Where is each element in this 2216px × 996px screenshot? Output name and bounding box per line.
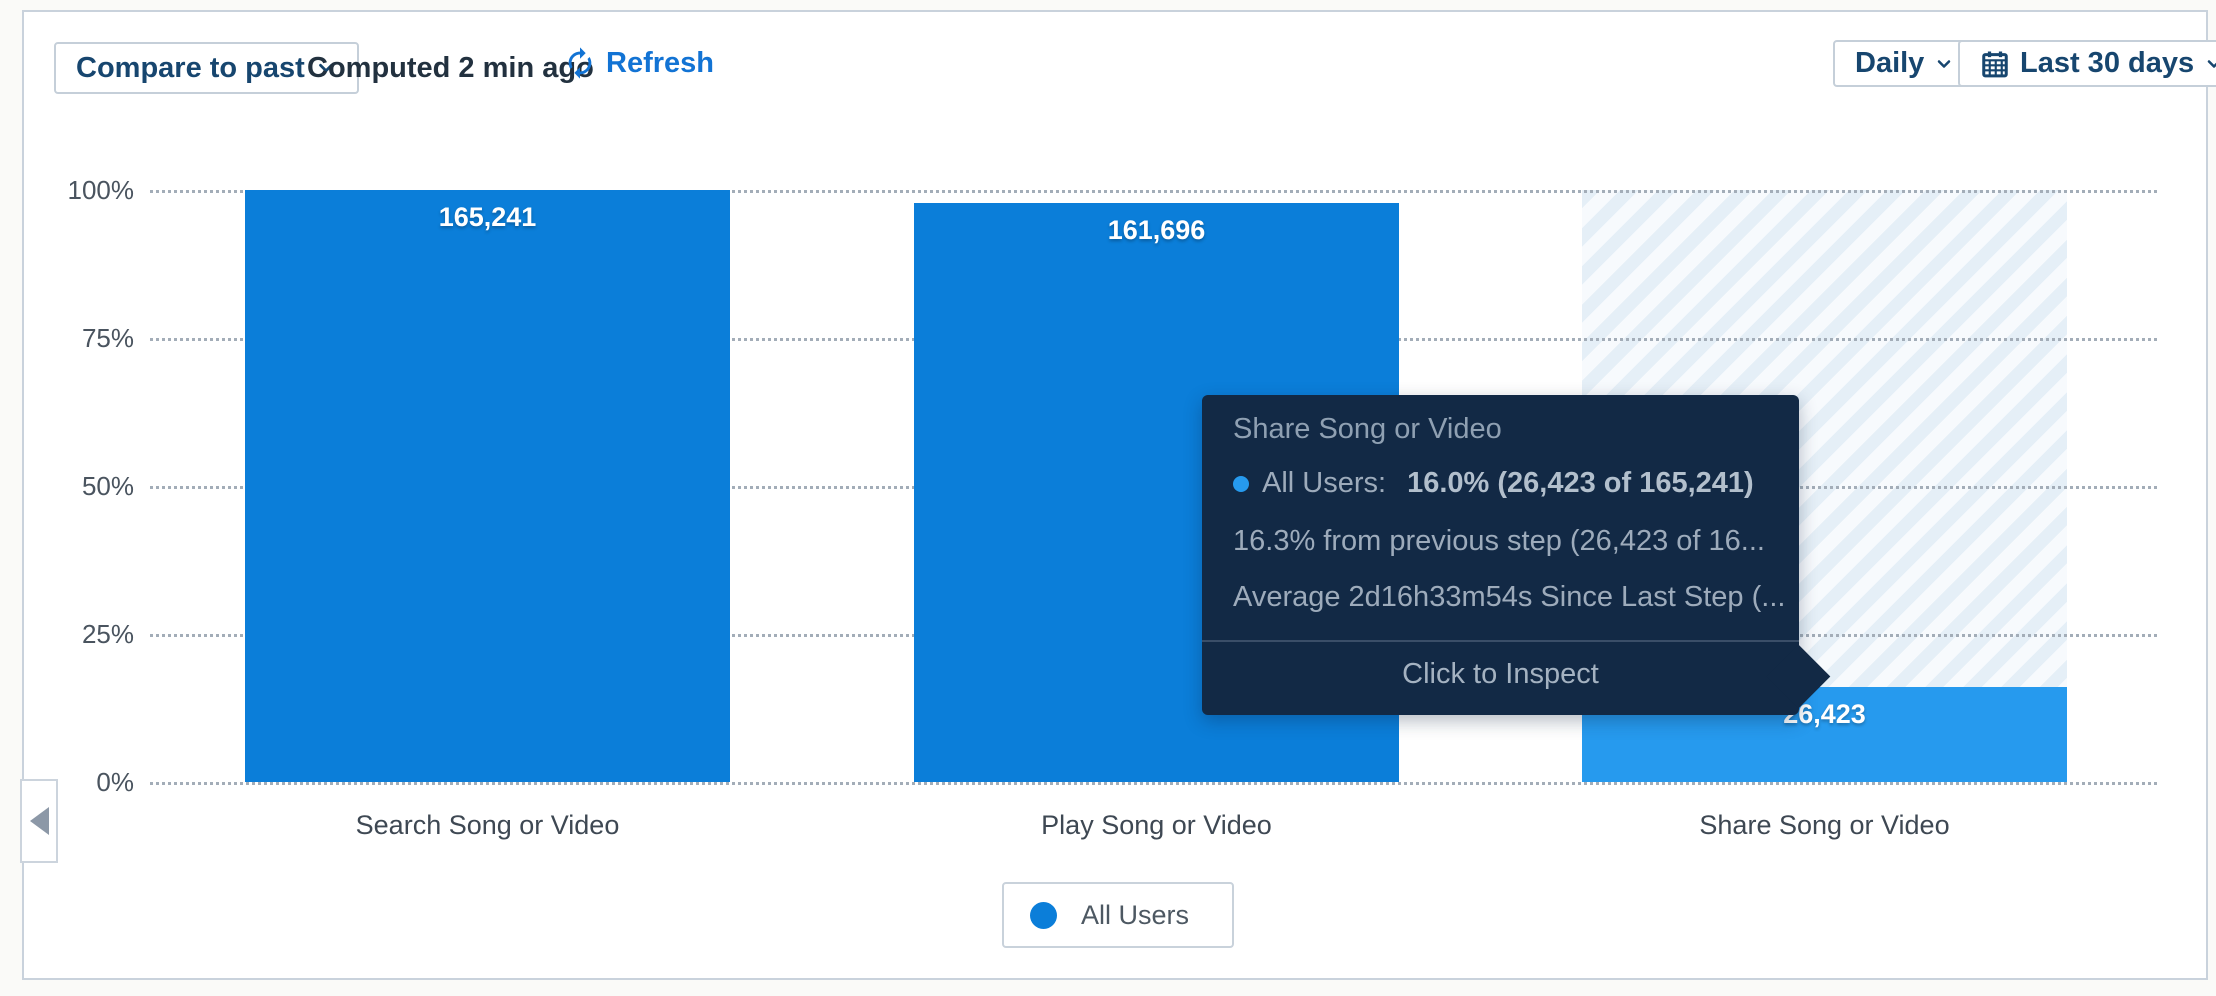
compare-to-past-dropdown[interactable]: Compare to past — [54, 42, 359, 94]
refresh-label: Refresh — [606, 46, 714, 79]
bar-tooltip: Share Song or Video All Users: 16.0% (26… — [1202, 395, 1831, 715]
date-range-dropdown[interactable]: Last 30 days — [1958, 40, 2216, 87]
collapse-panel-button[interactable] — [20, 779, 58, 863]
date-range-label: Last 30 days — [2020, 47, 2195, 79]
funnel-bar[interactable]: 165,241 — [245, 190, 730, 782]
x-axis-label: Share Song or Video — [1699, 810, 1950, 840]
legend-label: All Users — [1081, 899, 1190, 930]
calendar-icon — [1982, 51, 2008, 77]
interval-label: Daily — [1855, 47, 1925, 79]
refresh-button[interactable]: Refresh — [563, 46, 714, 80]
y-gridline — [150, 190, 2157, 193]
click-to-inspect-button[interactable]: Click to Inspect — [1402, 658, 1599, 690]
series-dot-icon — [1233, 475, 1249, 492]
y-axis-tick-label: 25% — [81, 619, 134, 649]
tooltip-series-row: All Users: 16.0% (26,423 of 165,241) — [1233, 467, 1754, 500]
interval-dropdown[interactable]: Daily — [1833, 40, 1977, 87]
tooltip-series-label: All Users: — [1262, 467, 1387, 499]
y-axis-tick-label: 100% — [67, 175, 135, 205]
tooltip-series-value: 16.0% (26,423 of 165,241) — [1407, 467, 1754, 499]
tooltip-title: Share Song or Video — [1233, 413, 1502, 445]
x-axis-label: Play Song or Video — [1041, 810, 1272, 840]
computed-status-text: Computed 2 min ago — [307, 52, 594, 84]
tooltip-previous-step-row: 16.3% from previous step (26,423 of 16..… — [1233, 525, 1765, 557]
tooltip-average-row: Average 2d16h33m54s Since Last Step (... — [1233, 581, 1786, 613]
legend-item-all-users[interactable]: All Users — [1002, 882, 1234, 948]
legend-dot-icon — [1030, 901, 1057, 929]
y-gridline — [150, 782, 2157, 785]
chevron-down-icon — [318, 63, 333, 73]
y-axis-tick-label: 0% — [96, 767, 134, 797]
bar-value-label: 165,241 — [438, 202, 537, 232]
refresh-icon — [568, 47, 592, 79]
chevron-left-icon — [29, 807, 49, 835]
chevron-down-icon — [1938, 59, 1951, 68]
compare-to-past-label: Compare to past — [76, 51, 305, 84]
y-axis-tick-label: 50% — [81, 471, 134, 501]
chevron-down-icon — [2207, 59, 2216, 68]
y-axis-tick-label: 75% — [81, 323, 134, 353]
tooltip-divider — [1202, 640, 1799, 642]
bar-value-label: 161,696 — [1107, 215, 1206, 245]
x-axis-label: Search Song or Video — [355, 810, 620, 840]
